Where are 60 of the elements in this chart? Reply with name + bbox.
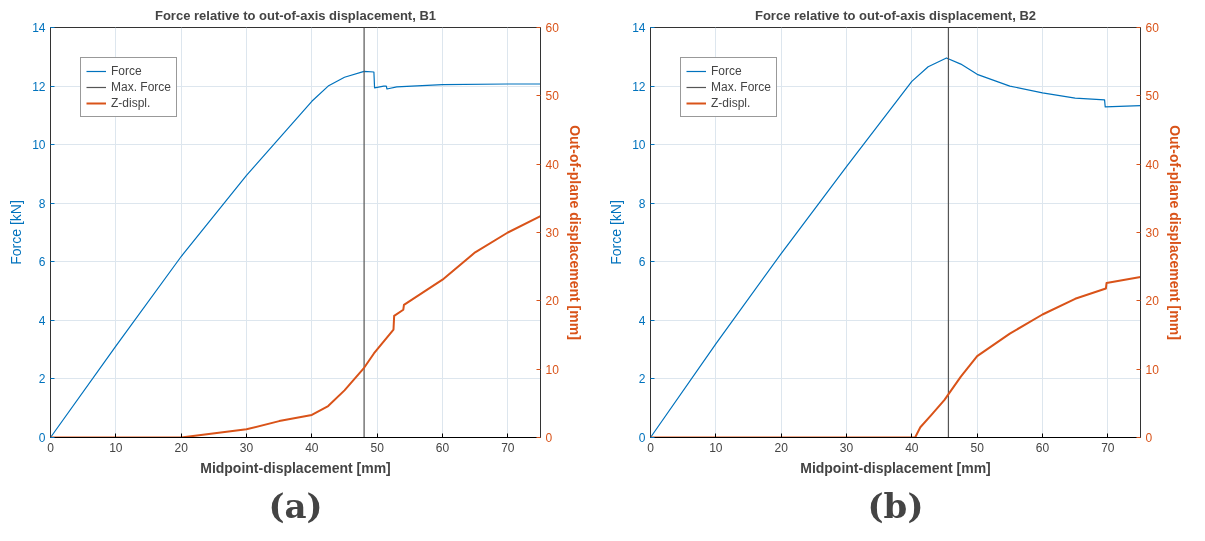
- x-tick-label: 70: [501, 440, 515, 455]
- x-tick-label: 60: [435, 440, 450, 455]
- legend-label: Max. Force: [111, 80, 172, 94]
- x-tick-label: 30: [239, 440, 254, 455]
- y2-tick-label: 20: [1145, 294, 1160, 309]
- y-tick-label: 14: [32, 21, 46, 35]
- y2-axis-title: Out-of-plane displacement [mm]: [566, 125, 583, 340]
- y-tick-label: 4: [38, 313, 46, 328]
- x-tick-label: 60: [1035, 440, 1050, 455]
- x-tick-label: 70: [1101, 440, 1115, 455]
- y2-tick-label: 10: [545, 362, 560, 377]
- x-tick-label: 30: [839, 440, 854, 455]
- y-tick-label: 0: [38, 431, 46, 445]
- x-tick-label: 40: [305, 440, 319, 455]
- y2-tick-label: 40: [1145, 157, 1160, 172]
- y-tick-label: 2: [638, 372, 646, 387]
- x-axis-title: Midpoint-displacement [mm]: [200, 459, 391, 476]
- chart-title: Force relative to out-of-axis displacement, B2: [754, 7, 1037, 23]
- y-tick-label: 2: [38, 372, 46, 387]
- x-tick-label: 50: [370, 440, 385, 455]
- text: (b): [867, 485, 924, 526]
- text: (a): [268, 485, 323, 526]
- y2-tick-label: 60: [545, 21, 560, 35]
- y-tick-label: 6: [38, 255, 46, 270]
- y-tick-label: 0: [638, 431, 646, 445]
- x-tick-label: 40: [905, 440, 919, 455]
- y-tick-label: 12: [32, 79, 46, 94]
- y-tick-label: 4: [638, 313, 646, 328]
- y-tick-label: 12: [632, 79, 646, 94]
- y-tick-label: 14: [632, 21, 646, 35]
- legend-label: Force: [711, 64, 742, 78]
- y-tick-label: 6: [638, 255, 646, 270]
- x-axis-title: Midpoint-displacement [mm]: [800, 459, 991, 476]
- x-tick-label: 10: [709, 440, 723, 455]
- y2-tick-label: 0: [545, 431, 553, 445]
- y2-tick-label: 0: [1145, 431, 1153, 445]
- y-axis-title: Force [kN]: [608, 200, 625, 265]
- y2-tick-label: 30: [1145, 226, 1160, 240]
- y2-tick-label: 10: [1145, 362, 1160, 377]
- x-tick-label: 50: [970, 440, 985, 455]
- legend-label: Force: [111, 64, 142, 78]
- y2-tick-label: 20: [545, 294, 560, 309]
- y2-axis-title: Out-of-plane displacement [mm]: [1166, 125, 1183, 340]
- chart-title: Force relative to out-of-axis displacement, B1: [154, 7, 437, 23]
- legend-label: Max. Force: [711, 80, 772, 94]
- y-tick-label: 8: [38, 196, 46, 211]
- y2-tick-label: 50: [545, 89, 560, 104]
- y2-tick-label: 30: [545, 226, 560, 240]
- legend-label: Z-displ.: [111, 96, 151, 110]
- x-tick-label: 10: [109, 440, 123, 455]
- y-tick-label: 10: [632, 138, 646, 153]
- x-tick-label: 20: [174, 440, 189, 455]
- y2-tick-label: 40: [545, 157, 560, 172]
- y-axis-title: Force [kN]: [8, 200, 25, 265]
- y2-tick-label: 50: [1145, 89, 1160, 104]
- y-tick-label: 10: [32, 138, 46, 153]
- legend-label: Z-displ.: [711, 96, 751, 110]
- y2-tick-label: 60: [1145, 21, 1160, 35]
- x-tick-label: 20: [774, 440, 789, 455]
- y-tick-label: 8: [638, 196, 646, 211]
